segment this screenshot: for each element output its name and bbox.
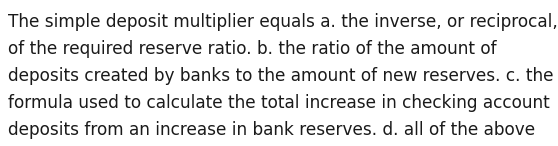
Text: deposits from an increase in bank reserves. d. all of the above: deposits from an increase in bank reserv…: [8, 121, 535, 139]
Text: of the required reserve ratio. b. the ratio of the amount of: of the required reserve ratio. b. the ra…: [8, 40, 497, 58]
Text: formula used to calculate the total increase in checking account: formula used to calculate the total incr…: [8, 94, 550, 112]
Text: The simple deposit multiplier equals a. the inverse, or reciprocal,: The simple deposit multiplier equals a. …: [8, 13, 557, 31]
Text: deposits created by banks to the amount of new reserves. c. the: deposits created by banks to the amount …: [8, 67, 554, 85]
